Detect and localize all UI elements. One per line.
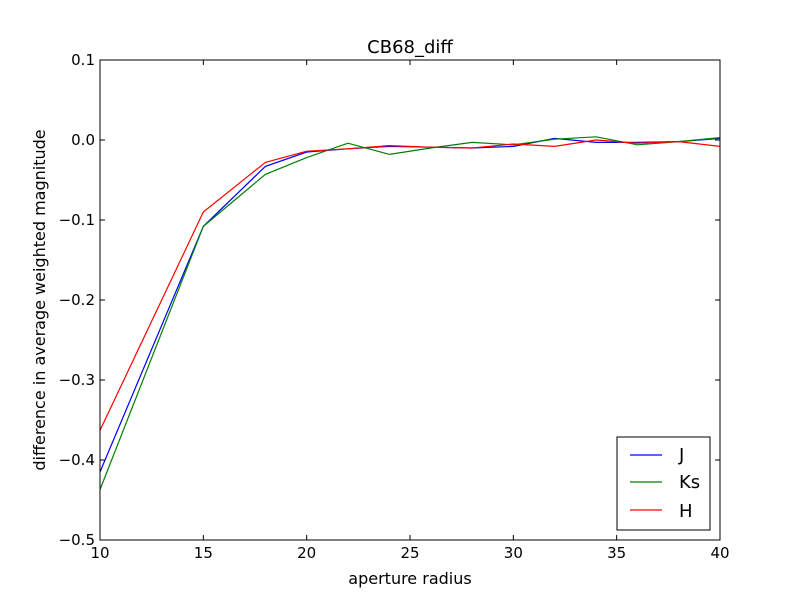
legend-box — [616, 436, 711, 531]
x-axis-ticks: 10 15 20 25 30 35 40 — [90, 60, 730, 562]
x-tick-label: 15 — [194, 544, 213, 562]
series-line-h — [99, 139, 721, 431]
y-axis-label: difference in average weighted magnitude — [30, 129, 49, 470]
legend: J Ks H — [616, 436, 711, 531]
x-tick-label: 35 — [607, 544, 626, 562]
legend-label-j: J — [678, 445, 684, 466]
x-tick-label: 40 — [710, 544, 729, 562]
series-line-j — [99, 137, 721, 473]
series-line-ks — [99, 136, 721, 490]
chart-title: CB68_diff — [367, 37, 453, 58]
legend-label-h: H — [679, 501, 693, 522]
y-tick-label: −0.3 — [59, 371, 95, 389]
x-axis-label: aperture radius — [348, 569, 471, 588]
y-tick-label: 0.0 — [71, 131, 95, 149]
legend-label-ks: Ks — [679, 472, 700, 493]
y-tick-label: −0.5 — [59, 531, 95, 549]
x-tick-label: 30 — [504, 544, 523, 562]
series-layer — [99, 136, 721, 490]
y-tick-label: 0.1 — [71, 51, 95, 69]
y-tick-label: −0.1 — [59, 211, 95, 229]
x-tick-label: 20 — [297, 544, 316, 562]
x-tick-label: 25 — [400, 544, 419, 562]
plot-frame — [99, 59, 721, 541]
y-axis-ticks: 0.1 0.0 −0.1 −0.2 −0.3 −0.4 −0.5 — [59, 51, 720, 549]
y-tick-label: −0.2 — [59, 291, 95, 309]
x-tick-label: 10 — [90, 544, 109, 562]
y-tick-label: −0.4 — [59, 451, 95, 469]
